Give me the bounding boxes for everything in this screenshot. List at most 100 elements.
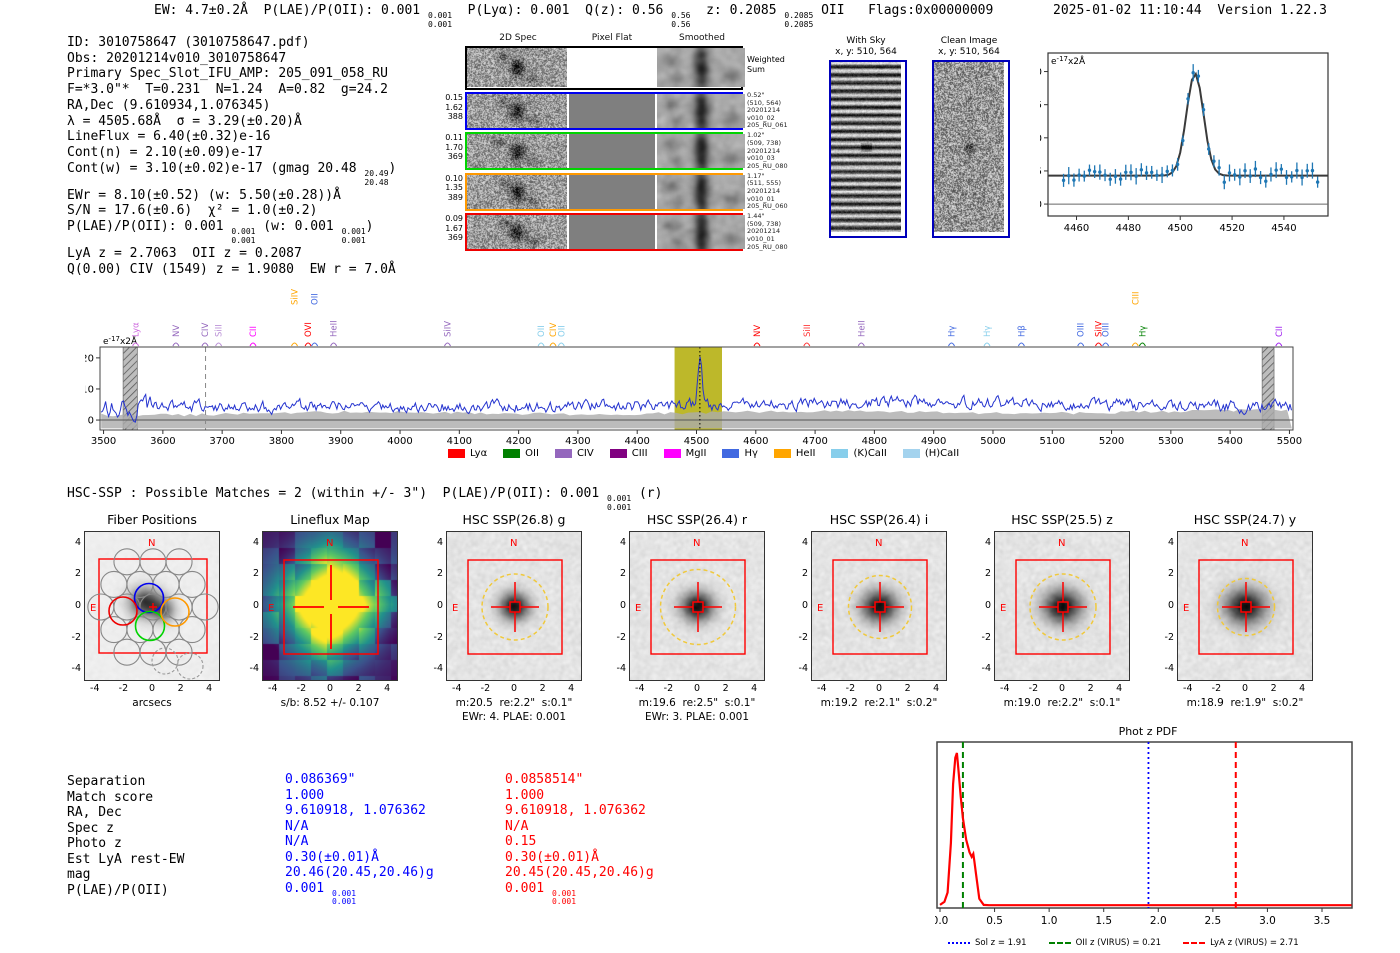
compass-east: E [268, 603, 274, 614]
withsky-title: With Sky x, y: 510, 564 [835, 36, 897, 57]
panel-sublabel: m:18.9 re:1.9" s:0.2" [1186, 697, 1304, 709]
fiber-weight-labels: 0.15 1.62 388 [445, 93, 463, 121]
panel-overlay: NE [817, 538, 928, 655]
clean-image [932, 60, 1010, 238]
line-marker-label: OIII [1077, 323, 1087, 337]
crosshair [1222, 582, 1270, 632]
panel-ytick: 0 [984, 600, 991, 611]
panel-ytick: -4 [1164, 663, 1174, 675]
svg-text:3.0: 3.0 [1259, 915, 1276, 927]
svg-text:3900: 3900 [328, 436, 353, 447]
legend-swatch [554, 449, 572, 458]
line-marker-label: OVI [304, 322, 314, 337]
svg-text:5300: 5300 [1158, 436, 1183, 447]
extract-box [832, 559, 928, 655]
info-line: EWr = 8.10(±0.52) (w: 5.50(±0.28))Å [67, 187, 341, 203]
full-spectrum-svg: 3500 3600 3700 3800 3900 4000 4100 4200 4300 4400… [81, 289, 1302, 447]
line-marker-bracket [803, 342, 811, 347]
line-marker-label: NV [753, 325, 763, 337]
panel-ytick: 0 [436, 600, 443, 611]
panel-ytick: -4 [798, 663, 808, 675]
panel-ytick: 2 [74, 568, 81, 580]
panel-sublabel2: EWr: 4. PLAE: 0.001 [461, 711, 567, 723]
svg-text:20: 20 [85, 353, 94, 364]
spec2d-raw-strip [467, 174, 567, 209]
fiber-circle [165, 638, 193, 666]
fiber-circle [139, 548, 167, 576]
svg-text:5100: 5100 [1040, 436, 1065, 447]
compass-east: E [817, 603, 823, 614]
panel-xtick: -4 [817, 683, 827, 694]
info-line: Obs: 20201214v010_3010758647 [67, 50, 287, 66]
svg-text:0.0: 0.0 [935, 915, 948, 927]
line-marker-bracket [1138, 342, 1146, 347]
spec2d-pixelflat-strip [569, 134, 655, 169]
fiber-weight-labels: 0.09 1.67 369 [445, 214, 463, 243]
info-line: LyA z = 2.7063 OII z = 0.2087 [67, 245, 302, 261]
panel-ytick: 4 [436, 536, 443, 548]
svg-text:10: 10 [1040, 133, 1042, 144]
compass-north: N [148, 538, 155, 549]
extract-box [1198, 559, 1294, 655]
line-marker-bracket [215, 342, 223, 347]
panel-title: HSC SSP(24.7) y [1193, 512, 1297, 527]
panel-overlay: NE [268, 538, 379, 655]
panel-xtick: 4 [1299, 683, 1306, 694]
panel-ytick: -2 [616, 631, 626, 643]
legend-item: (K)CaII [831, 448, 887, 459]
panel-ytick: -4 [433, 663, 443, 675]
fiber-circle [126, 570, 154, 598]
line-marker-label: SiIV [444, 321, 454, 337]
phot-z-legend-item: OII z (VIRUS) = 0.21 [1048, 938, 1161, 948]
line-marker-label: CIV [549, 323, 559, 337]
spec2d-smoothed-strip [657, 94, 745, 128]
panel-title: HSC SSP(26.4) i [829, 512, 929, 527]
line-marker-bracket [1131, 342, 1139, 347]
panel-title: Lineflux Map [290, 512, 370, 527]
line-marker-bracket [537, 342, 545, 347]
svg-text:15: 15 [1040, 100, 1042, 111]
spec2d-pixelflat-strip [569, 215, 655, 250]
panel-xtick: -4 [1000, 683, 1010, 694]
svg-text:3.5: 3.5 [1314, 915, 1331, 927]
svg-text:1.5: 1.5 [1095, 915, 1112, 927]
emission-fit-svg: 4460 4480 4500 4520 4540 0 5 10 15 20 e-17x2Å [1029, 52, 1329, 234]
spec2d-smoothed-strip [657, 215, 745, 250]
panel-title: HSC SSP(26.8) g [462, 512, 566, 527]
info-line: P(LAE)/P(OII): 0.001 0.001 0.001 (w: 0.00… [67, 218, 374, 245]
legend-item: MgII [663, 448, 706, 459]
spec2d-col-title: Smoothed [679, 33, 725, 43]
match-val-cat1: 20.46(20.45,20.46)g [285, 865, 434, 880]
panel-xtick: 2 [904, 683, 911, 694]
panel-xtick: 4 [568, 683, 575, 694]
spec2d-row [465, 213, 745, 252]
line-marker-label: CII [1275, 326, 1285, 337]
compass-north: N [1241, 538, 1248, 549]
svg-text:0.5: 0.5 [986, 915, 1003, 927]
svg-text:1.0: 1.0 [1041, 915, 1058, 927]
panel-ytick: 4 [984, 536, 991, 548]
panel-xtick: 4 [1116, 683, 1123, 694]
svg-text:5000: 5000 [980, 436, 1005, 447]
fiber-id-labels: 0.52" (510, 564) 20201214 v010_02 205_RU_061 [747, 91, 788, 130]
compass-east: E [90, 603, 96, 614]
legend-line-sample [1048, 942, 1071, 944]
svg-text:4000: 4000 [387, 436, 412, 447]
spectrum-legend: Lyα OII CIV CIII MgII Hγ HeII (K)CaII (H)CaII [448, 443, 975, 462]
compass-north: N [875, 538, 882, 549]
match-row-label: Spec z [67, 820, 114, 836]
match-val-cat1: 1.000 [285, 787, 325, 803]
svg-text:0: 0 [88, 416, 94, 427]
panel-xtick: 4 [206, 683, 213, 694]
panel-xtick: -4 [1183, 683, 1193, 694]
svg-text:4500: 4500 [1167, 223, 1192, 234]
panel-ytick: -2 [433, 631, 443, 643]
panel-xtick: 0 [148, 683, 156, 694]
center-box [1057, 601, 1069, 613]
svg-text:5: 5 [1040, 166, 1042, 177]
line-marker-label: CII [249, 326, 259, 337]
svg-text:0: 0 [1040, 200, 1042, 211]
flux-units-label: e-17x2Å [1051, 55, 1086, 67]
